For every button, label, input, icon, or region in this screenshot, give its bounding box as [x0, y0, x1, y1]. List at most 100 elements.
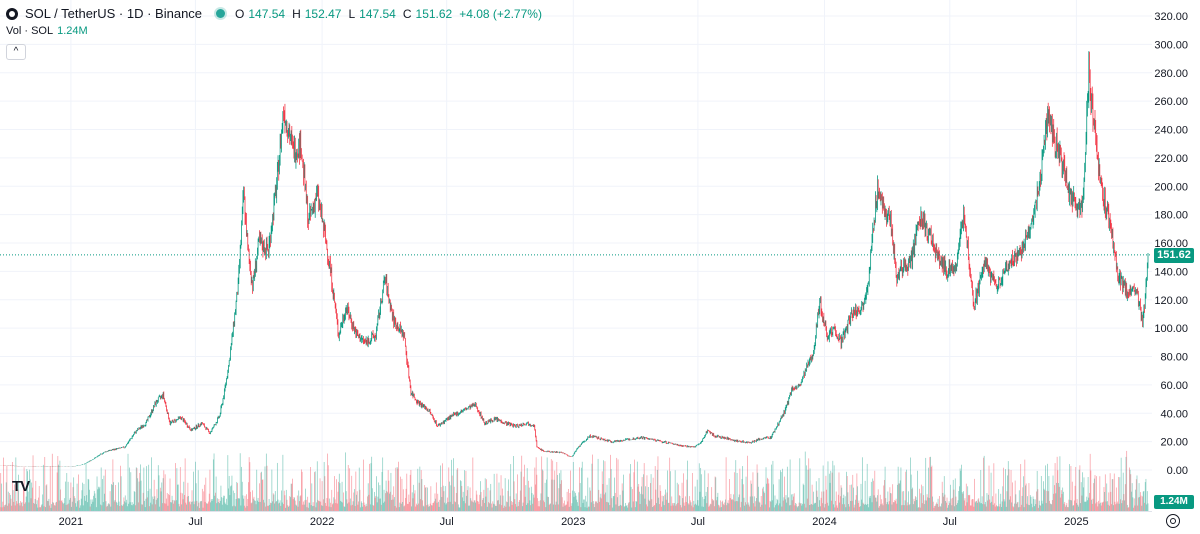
volume-bar [1064, 501, 1066, 511]
time-axis[interactable]: 2021 Jul 2022 Jul 2023 Jul 2024 Jul 2025 [59, 516, 1089, 528]
volume-bar [493, 503, 494, 511]
volume-bar [427, 504, 429, 511]
volume-bar [126, 506, 128, 511]
volume-bar [211, 500, 213, 511]
volume-bar [718, 504, 719, 511]
volume-bar [1113, 505, 1114, 511]
volume-bar [941, 481, 943, 511]
volume-bar [688, 504, 690, 511]
solana-logo-icon [6, 7, 18, 20]
volume-bar [547, 496, 549, 511]
volume-bar [314, 472, 315, 511]
volume-bar [1095, 503, 1097, 511]
volume-bar [344, 506, 346, 511]
volume-bar [188, 502, 190, 511]
volume-bar [777, 500, 779, 511]
volume-bar [477, 501, 479, 511]
volume-bar [421, 478, 423, 511]
volume-bar [411, 506, 412, 511]
volume-bar [43, 506, 45, 511]
volume-bar [797, 506, 799, 511]
volume-bar [868, 507, 869, 511]
volume-bar [621, 505, 622, 511]
volume-bar [1031, 507, 1033, 511]
volume-bar [758, 486, 759, 511]
volume-bar [100, 467, 102, 511]
volume-bar [501, 505, 503, 511]
volume-bar [752, 472, 754, 511]
tradingview-logo-icon[interactable]: TV [12, 478, 30, 495]
volume-bar [248, 457, 250, 511]
symbol-title[interactable]: SOL / TetherUS · 1D · Binance [25, 6, 203, 21]
volume-bar [854, 504, 856, 511]
volume-bar [831, 500, 832, 511]
volume-bar [526, 504, 527, 511]
volume-bar [546, 457, 548, 511]
volume-bar [643, 474, 644, 511]
volume-bar [179, 506, 181, 511]
volume-bar [410, 469, 412, 511]
volume-bar [250, 503, 252, 511]
volume-bar [269, 504, 271, 511]
volume-bar [195, 483, 197, 511]
volume-bar [689, 496, 691, 511]
volume-bar [870, 481, 872, 511]
volume-bar [990, 472, 992, 511]
volume-bar [371, 456, 373, 511]
volume-bar [751, 483, 752, 511]
volume-bar [901, 505, 903, 511]
volume-bar [446, 503, 448, 511]
volume-bar [685, 501, 687, 511]
volume-bar [231, 475, 233, 511]
volume-bar [423, 506, 425, 511]
collapse-legend-button[interactable]: ^ [6, 44, 26, 60]
volume-bar [915, 497, 917, 511]
volume-bar [550, 459, 552, 511]
price-tick-label: 20.00 [1160, 437, 1188, 449]
volume-bar [853, 487, 854, 511]
volume-bar [812, 504, 814, 511]
volume-bar [1011, 502, 1013, 511]
volume-bar [625, 505, 627, 511]
volume-bar [753, 496, 755, 511]
volume-bar [813, 503, 815, 511]
volume-bar [1057, 470, 1059, 511]
volume-bar [918, 507, 920, 511]
price-tick-label: 40.00 [1160, 408, 1188, 420]
price-tick-label: 80.00 [1160, 352, 1188, 364]
volume-bar [976, 500, 978, 511]
volume-bar [602, 484, 604, 511]
volume-bar [557, 474, 558, 511]
volume-bar [1137, 497, 1139, 511]
volume-bar [154, 496, 156, 511]
volume-bar [263, 499, 264, 511]
volume-bar [1036, 470, 1038, 511]
volume-bar [554, 470, 556, 511]
volume-bar [739, 468, 741, 511]
volume-bar [78, 474, 79, 511]
volume-bar [258, 501, 260, 511]
volume-bar [574, 492, 576, 511]
volume-bar [387, 470, 389, 511]
volume-bar [325, 505, 327, 511]
volume-bar [27, 471, 28, 511]
volume-bar [312, 506, 313, 511]
volume-bar [93, 490, 95, 511]
volume-bar [202, 507, 204, 511]
volume-bar [438, 501, 439, 511]
volume-bar [712, 500, 714, 511]
volume-bar [42, 464, 44, 511]
gear-icon[interactable] [1166, 514, 1180, 528]
volume-bar [197, 470, 199, 511]
volume-bar [998, 489, 1000, 511]
volume-bar [972, 499, 974, 511]
volume-bar [175, 463, 176, 511]
volume-bar [931, 465, 933, 511]
volume-bar [229, 495, 231, 511]
volume-bar [530, 505, 532, 511]
volume-bar [354, 505, 356, 511]
price-axis[interactable]: 320.00300.00280.00260.00240.00220.00200.… [1154, 11, 1188, 477]
volume-bar [768, 483, 770, 511]
volume-bar [155, 504, 156, 511]
